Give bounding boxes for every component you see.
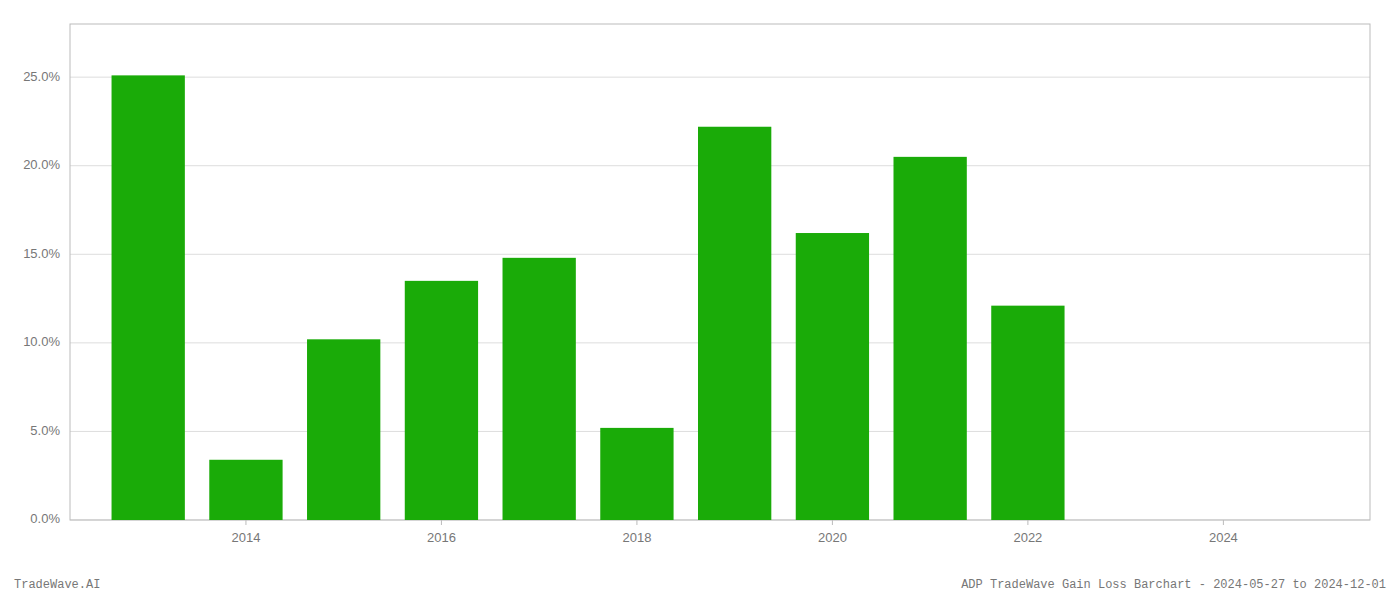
bar [600, 428, 673, 520]
bar [112, 75, 185, 520]
x-tick-label: 2018 [622, 530, 651, 545]
x-tick [1223, 520, 1224, 525]
bar [991, 306, 1064, 520]
bar [503, 258, 576, 520]
bar [307, 339, 380, 520]
x-tick-label: 2022 [1013, 530, 1042, 545]
bar [209, 460, 282, 520]
y-tick-label: 15.0% [23, 246, 60, 261]
chart-container: 0.0% 5.0% 10.0% 15.0% 20.0% 25.0% 2014 2016 2018… [0, 0, 1400, 600]
y-tick-label: 5.0% [30, 423, 60, 438]
plot-frame [70, 24, 1370, 520]
grid-line [70, 77, 1370, 78]
footer-text: TradeWave.AI [14, 578, 100, 592]
bar [405, 281, 478, 520]
footer-text: ADP TradeWave Gain Loss Barchart - 2024-… [961, 578, 1386, 592]
bars [112, 75, 1065, 520]
y-tick-label: 20.0% [23, 157, 60, 172]
x-tick [441, 520, 442, 525]
bar [893, 157, 966, 520]
y-tick-label: 0.0% [30, 511, 60, 526]
x-tick [832, 520, 833, 525]
chart-svg: 0.0% 5.0% 10.0% 15.0% 20.0% 25.0% 2014 2016 2018… [0, 0, 1400, 600]
y-grid [70, 77, 1370, 520]
bar [796, 233, 869, 520]
x-tick-label: 2020 [818, 530, 847, 545]
bar [698, 127, 771, 520]
y-tick-label: 25.0% [23, 69, 60, 84]
x-tick [245, 520, 246, 525]
x-tick-label: 2024 [1209, 530, 1238, 545]
x-tick-label: 2014 [231, 530, 260, 545]
x-tick [1027, 520, 1028, 525]
y-tick-label: 10.0% [23, 334, 60, 349]
x-tick [636, 520, 637, 525]
x-tick-label: 2016 [427, 530, 456, 545]
